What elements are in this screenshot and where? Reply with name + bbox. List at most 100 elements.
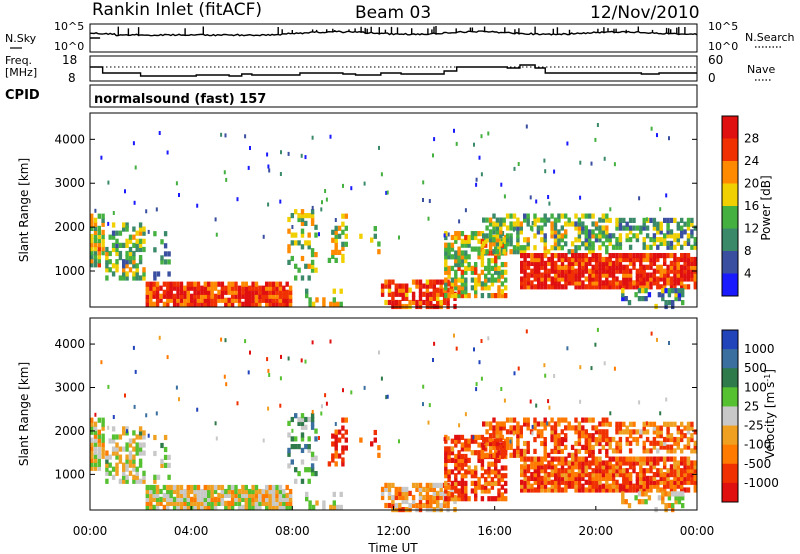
power-cell: [537, 276, 541, 282]
velocity-cell: [467, 457, 471, 463]
power-cell: [454, 254, 458, 260]
velocity-cell: [683, 444, 687, 450]
power-cell: [166, 281, 170, 287]
velocity-cell: [484, 446, 488, 452]
power-cell: [601, 256, 606, 263]
velocity-cell: [579, 399, 582, 404]
velocity-cell: [560, 475, 565, 481]
velocity-cell: [601, 417, 605, 423]
power-cell: [484, 285, 488, 291]
x-tick-label: 00:00: [73, 524, 108, 538]
velocity-cell: [540, 483, 544, 489]
power-cell: [537, 272, 541, 278]
velocity-cell: [477, 442, 481, 448]
power-cell: [261, 285, 265, 291]
power-cell: [93, 254, 98, 260]
velocity-cell: [152, 496, 156, 502]
power-cell: [450, 254, 455, 260]
velocity-cell: [588, 487, 592, 493]
velocity-cell: [190, 496, 194, 502]
velocity-cell: [625, 436, 629, 443]
power-cell: [533, 276, 537, 282]
velocity-cell: [605, 417, 609, 423]
velocity-cell: [237, 504, 242, 510]
power-cell: [429, 291, 433, 297]
power-cell: [693, 276, 697, 282]
power-cell: [543, 280, 548, 286]
velocity-cell: [244, 504, 248, 510]
velocity-cell: [680, 472, 684, 478]
velocity-cell: [418, 498, 423, 505]
velocity-cell: [516, 433, 520, 439]
velocity-cell: [153, 434, 157, 441]
velocity-cell: [499, 425, 503, 431]
velocity-cell: [512, 431, 515, 436]
power-cell: [500, 246, 505, 252]
power-cell: [265, 281, 269, 287]
velocity-cell: [142, 430, 146, 436]
power-cell: [584, 284, 588, 290]
power-cell: [155, 289, 160, 295]
power-cell: [543, 264, 548, 270]
power-cell: [594, 284, 599, 290]
velocity-cell: [533, 417, 537, 423]
velocity-cell: [540, 456, 544, 462]
velocity-cell: [275, 500, 279, 506]
velocity-cell: [308, 500, 312, 506]
power-cell: [499, 233, 503, 239]
power-cell: [645, 256, 650, 263]
power-cell: [639, 264, 643, 270]
power-cell: [622, 264, 626, 270]
velocity-cell: [93, 421, 98, 427]
power-cell: [183, 289, 187, 295]
velocity-cell: [615, 448, 619, 454]
velocity-cell: [128, 442, 133, 448]
power-cell: [683, 260, 687, 266]
power-cell: [659, 264, 663, 270]
power-cell: [591, 233, 595, 239]
power-cell: [505, 225, 510, 231]
power-cell: [285, 297, 289, 303]
power-cell: [234, 297, 238, 303]
power-cell: [341, 229, 345, 235]
velocity-cell: [666, 436, 670, 443]
power-cell: [135, 263, 139, 269]
velocity-cell: [577, 425, 582, 431]
velocity-cell: [470, 450, 475, 456]
velocity-cell: [460, 442, 465, 448]
velocity-cell: [547, 399, 550, 404]
velocity-cell: [341, 417, 345, 423]
velocity-cell: [145, 504, 149, 510]
power-cell: [111, 263, 116, 269]
power-cell: [214, 217, 217, 222]
velocity-cell: [516, 421, 520, 427]
power-cell: [485, 217, 489, 223]
power-cell: [223, 170, 226, 175]
velocity-cell: [523, 421, 527, 427]
power-cell: [663, 256, 667, 263]
power-cell: [588, 249, 592, 255]
power-cell: [470, 269, 475, 275]
power-cell: [310, 216, 315, 223]
power-cell: [454, 262, 458, 268]
power-cell: [676, 240, 680, 246]
power-cell: [693, 264, 697, 270]
power-cell: [267, 164, 270, 169]
power-cell: [149, 293, 153, 299]
velocity-cell: [163, 434, 168, 441]
velocity-cell: [591, 479, 595, 485]
power-cell: [632, 256, 636, 263]
velocity-cell: [676, 440, 680, 446]
velocity-cell: [625, 440, 629, 446]
power-cell: [111, 230, 116, 236]
velocity-cell: [615, 429, 619, 435]
velocity-cell: [632, 421, 636, 427]
power-cell: [676, 268, 680, 274]
velocity-cell: [488, 421, 493, 427]
power-cell: [183, 293, 187, 299]
velocity-cell: [686, 456, 691, 462]
velocity-cell: [297, 444, 301, 450]
power-cell: [450, 277, 455, 283]
velocity-cell: [210, 492, 214, 498]
velocity-cell: [460, 465, 465, 471]
